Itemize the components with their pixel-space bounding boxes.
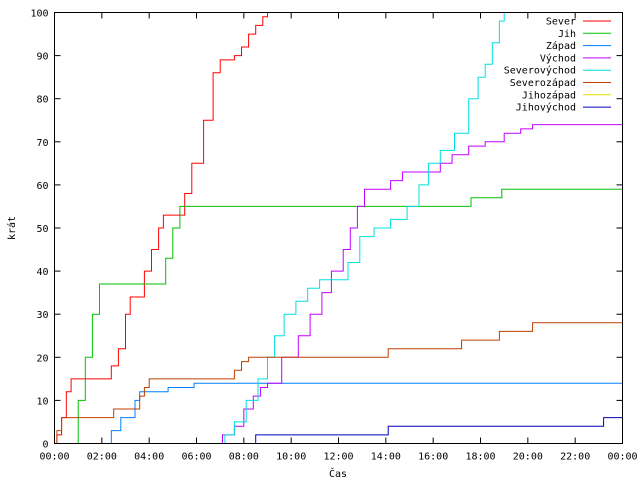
- y-tick-label: 40: [36, 267, 48, 278]
- x-tick-label: 02:00: [87, 452, 117, 463]
- legend-label-6: Jihozápad: [522, 89, 576, 101]
- legend: SeverJihZápadVýchodSeverovýchodSeverozáp…: [504, 17, 611, 114]
- y-tick-label: 100: [30, 9, 48, 20]
- y-tick-label: 80: [36, 95, 48, 106]
- legend-label-7: Jihovýchod: [516, 102, 576, 114]
- x-axis-label: Čas: [329, 467, 347, 480]
- series-line-3: [217, 124, 623, 444]
- x-tick-label: 18:00: [465, 452, 495, 463]
- legend-label-2: Západ: [546, 40, 576, 52]
- y-tick-label: 10: [36, 396, 48, 407]
- y-tick-label: 50: [36, 224, 48, 235]
- series-line-5: [54, 322, 623, 444]
- x-tick-label: 00:00: [607, 452, 637, 463]
- x-tick-label: 12:00: [323, 452, 353, 463]
- y-axis-label: krát: [6, 216, 18, 240]
- y-axis: 0 10 20 30 40 50 60 70 80 90 100: [30, 9, 623, 451]
- y-tick-label: 0: [42, 440, 48, 451]
- x-tick-label: 06:00: [181, 452, 211, 463]
- x-tick-label: 16:00: [418, 452, 448, 463]
- y-tick-label: 70: [36, 138, 48, 149]
- legend-label-5: Severozápad: [510, 77, 576, 89]
- x-tick-label: 22:00: [560, 452, 590, 463]
- y-tick-label: 90: [36, 52, 48, 63]
- legend-label-3: Východ: [540, 52, 576, 64]
- series-line-0: [54, 12, 268, 444]
- x-tick-label: 14:00: [371, 452, 401, 463]
- x-tick-label: 20:00: [513, 452, 543, 463]
- x-tick-label: 00:00: [39, 452, 69, 463]
- x-tick-label: 04:00: [134, 452, 164, 463]
- x-axis: 00:00 02:00 04:00 06:00 08:00 10:00 12:00 14:00…: [39, 12, 638, 463]
- y-tick-label: 20: [36, 353, 48, 364]
- series-line-7: [253, 417, 623, 444]
- series-group: [54, 12, 623, 444]
- y-tick-label: 60: [36, 181, 48, 192]
- legend-label-1: Jih: [558, 29, 576, 40]
- series-line-4: [220, 12, 505, 444]
- x-tick-label: 08:00: [229, 452, 259, 463]
- series-line-1: [54, 188, 623, 444]
- y-tick-label: 30: [36, 310, 48, 321]
- x-tick-label: 10:00: [276, 452, 306, 463]
- legend-label-4: Severovýchod: [504, 65, 576, 77]
- legend-label-0: Sever: [546, 17, 576, 28]
